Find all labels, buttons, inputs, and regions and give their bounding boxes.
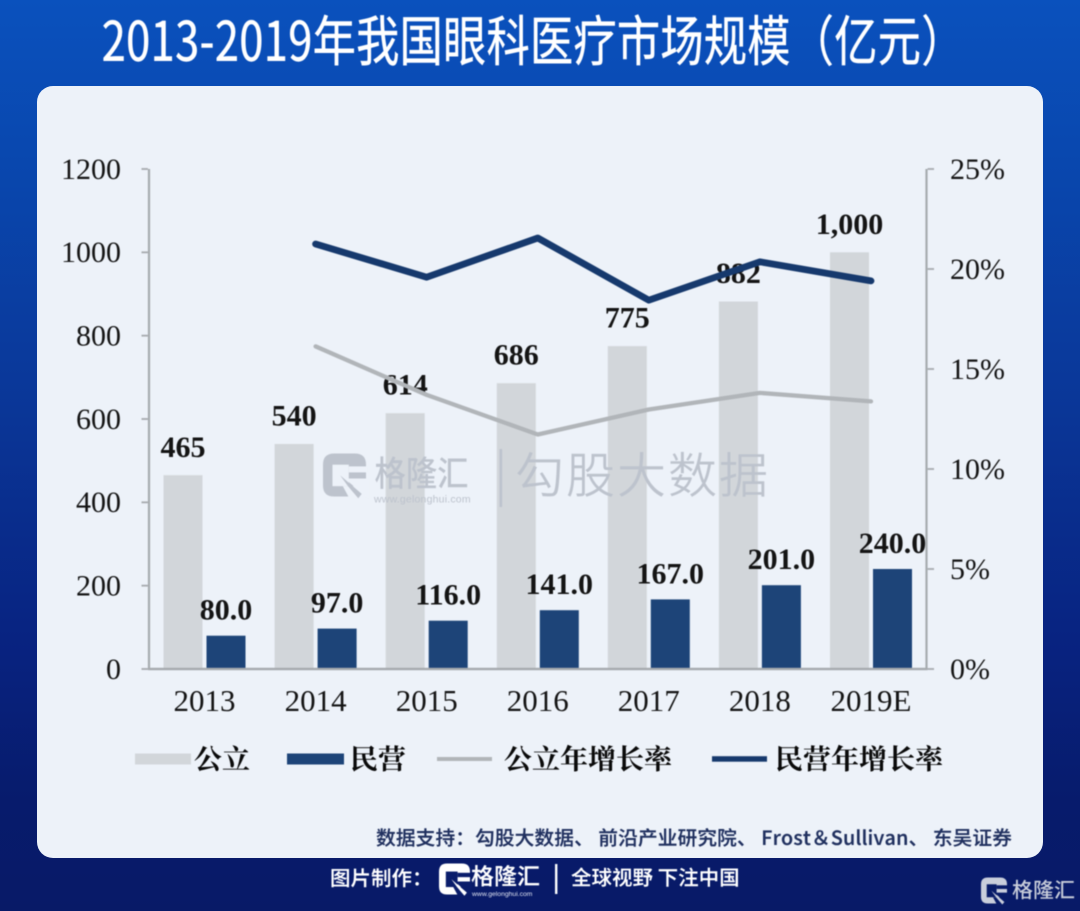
svg-text:80.0: 80.0 [200,594,253,627]
svg-text:201.0: 201.0 [748,543,816,576]
svg-text:5%: 5% [950,553,990,586]
svg-text:www.gelonghui.com: www.gelonghui.com [471,891,533,898]
svg-text:2016: 2016 [507,683,569,718]
svg-text:2015: 2015 [396,683,458,718]
svg-text:0: 0 [106,653,121,686]
svg-text:600: 600 [76,403,121,436]
svg-text:686: 686 [494,339,539,372]
svg-text:1000: 1000 [61,236,121,269]
svg-text:200: 200 [76,569,121,602]
svg-text:141.0: 141.0 [525,568,593,601]
svg-text:15%: 15% [950,353,1005,386]
svg-text:www.gelonghui.com: www.gelonghui.com [373,494,471,506]
svg-text:10%: 10% [950,453,1005,486]
svg-text:2017: 2017 [618,683,680,718]
svg-text:1200: 1200 [61,153,121,186]
svg-text:540: 540 [272,400,317,433]
svg-text:1,000: 1,000 [816,208,884,241]
svg-text:800: 800 [76,319,121,352]
svg-text:116.0: 116.0 [415,579,481,612]
svg-text:97.0: 97.0 [311,587,364,620]
svg-text:465: 465 [161,431,206,464]
svg-text:0%: 0% [950,653,990,686]
svg-text:400: 400 [76,486,121,519]
svg-text:20%: 20% [950,253,1005,286]
svg-text:2018: 2018 [729,683,791,718]
svg-text:240.0: 240.0 [859,527,927,560]
svg-text:167.0: 167.0 [637,557,705,590]
svg-text:2019E: 2019E [831,683,912,718]
svg-text:2013: 2013 [174,683,236,718]
svg-text:2014: 2014 [285,683,348,718]
svg-text:25%: 25% [950,153,1005,186]
svg-text:775: 775 [605,302,650,335]
